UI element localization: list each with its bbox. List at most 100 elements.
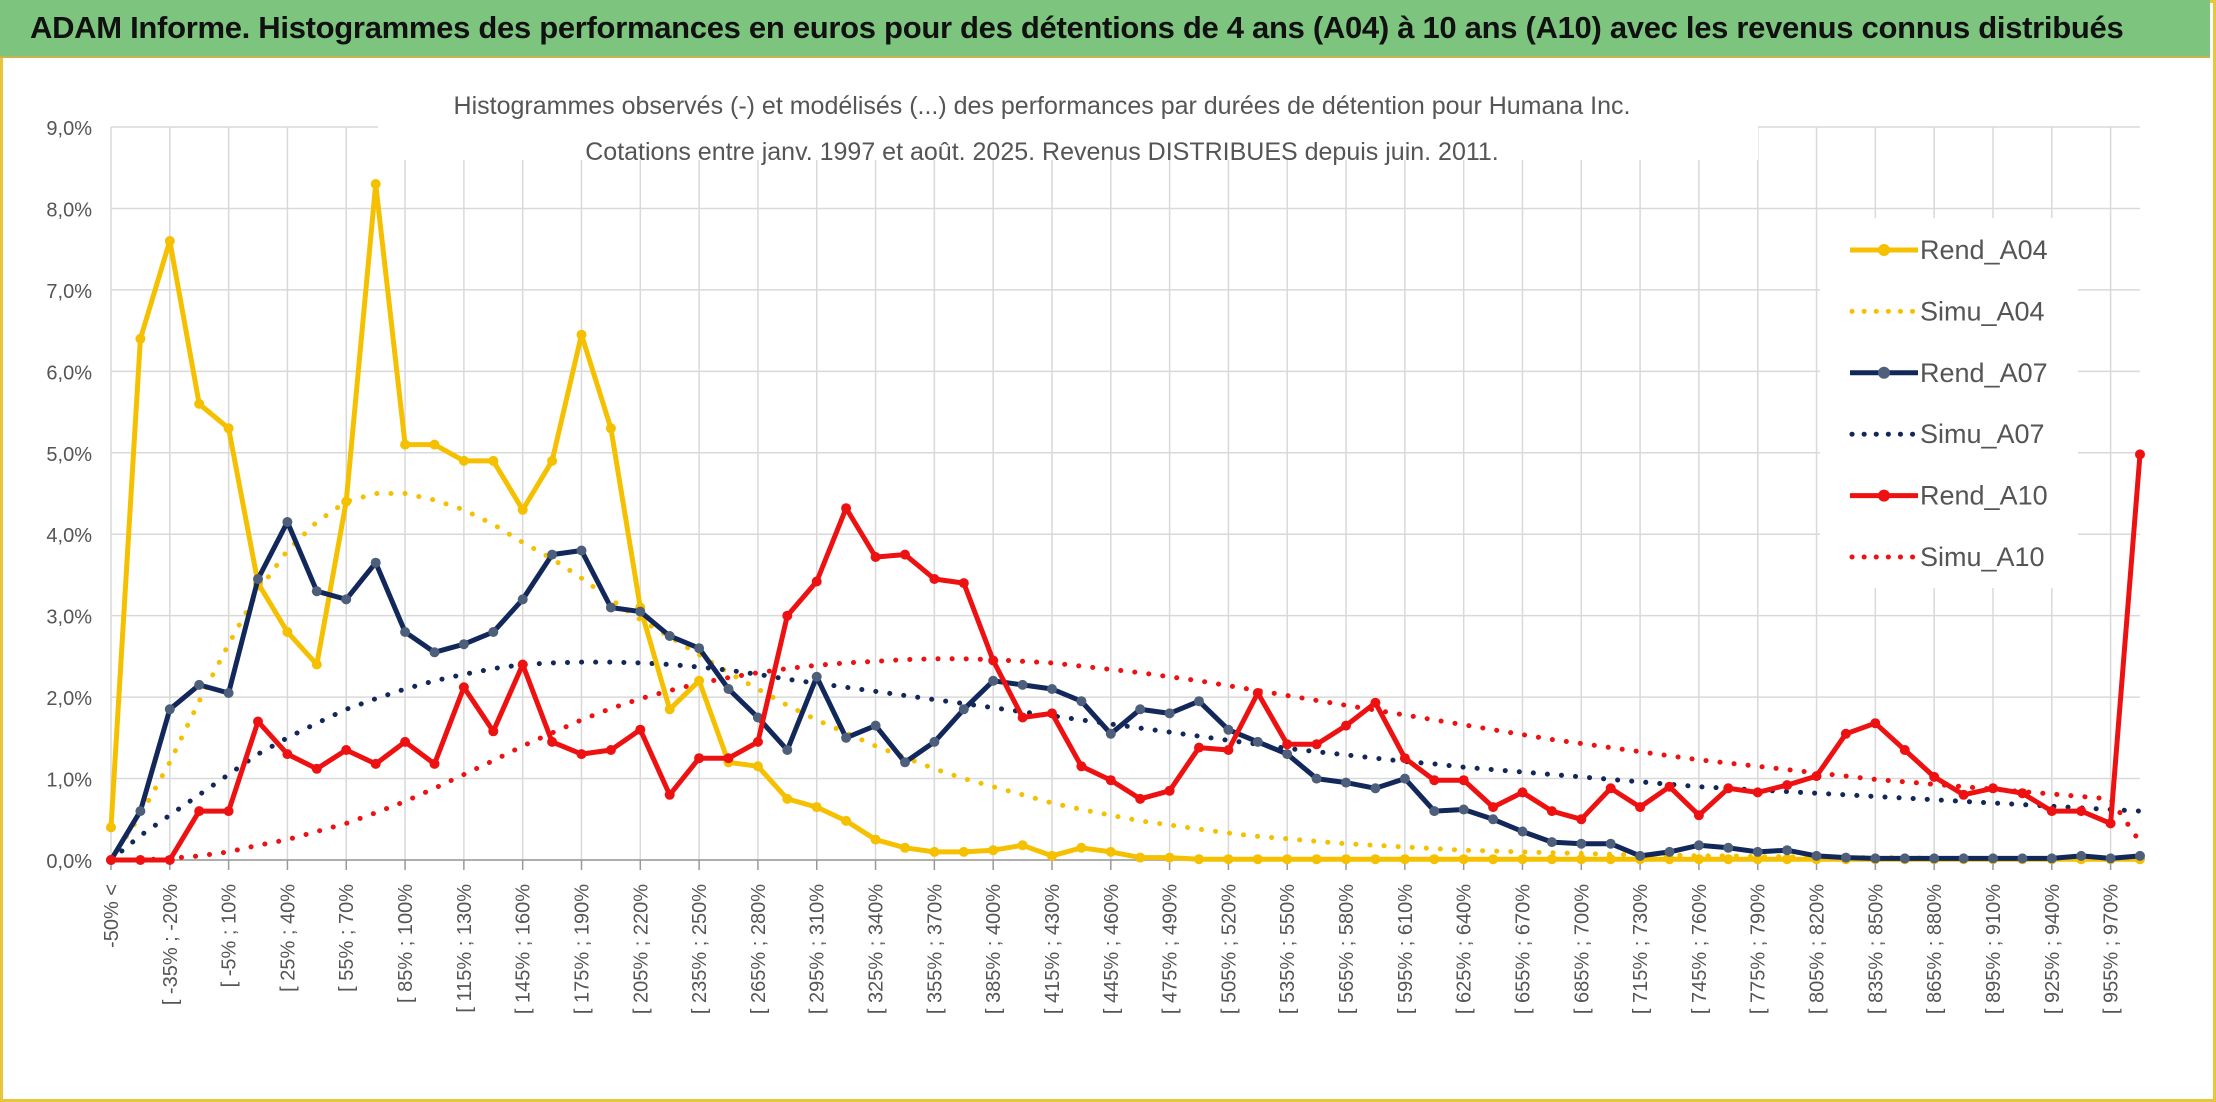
data-point: [2105, 818, 2116, 829]
data-point: [1076, 761, 1087, 772]
data-point: [1635, 850, 1646, 861]
data-point: [2046, 806, 2057, 817]
data-point: [1517, 854, 1528, 865]
legend-item-simu-a07: Simu_A07: [1849, 419, 2045, 449]
data-point: [1282, 854, 1293, 865]
legend-marker: [1878, 244, 1890, 256]
x-tick-label: [ 775% ; 790%: [1748, 884, 1770, 1014]
chart-subtitle: Cotations entre janv. 1997 et août. 2025…: [585, 138, 1499, 166]
data-point: [1135, 852, 1146, 863]
data-point: [223, 688, 234, 698]
data-point: [1458, 804, 1469, 815]
data-point: [458, 682, 469, 693]
data-point: [2076, 850, 2087, 861]
series-simu-a07: [108, 659, 2143, 863]
data-point: [341, 496, 352, 507]
data-point: [341, 594, 352, 605]
data-point: [429, 439, 440, 450]
data-point: [694, 753, 705, 764]
data-point: [1811, 771, 1822, 782]
legend-label: Simu_A04: [1920, 296, 2045, 326]
data-point: [1488, 814, 1499, 825]
series-line: [108, 181, 2140, 862]
x-tick-label: [ 415% ; 430%: [1042, 884, 1064, 1014]
data-point: [194, 679, 205, 690]
data-point: [1870, 718, 1881, 729]
data-point: [1723, 783, 1734, 794]
data-point: [1929, 853, 1940, 864]
x-tick-label: [ 895% ; 910%: [1983, 884, 2005, 1014]
legend-item-simu-a10: Simu_A10: [1849, 542, 2045, 572]
data-point: [517, 504, 528, 515]
data-point: [1929, 771, 1940, 782]
data-point: [870, 834, 881, 845]
x-tick-label: [ 445% ; 460%: [1101, 884, 1123, 1014]
data-point: [694, 675, 705, 686]
data-point: [1546, 806, 1557, 817]
data-point: [635, 724, 646, 735]
data-point: [929, 574, 940, 584]
y-tick-label: 9,0%: [46, 118, 92, 140]
data-point: [900, 842, 910, 853]
data-point: [164, 855, 175, 865]
x-tick-label: [ 235% ; 250%: [689, 884, 711, 1014]
x-tick-label: [ 625% ; 640%: [1454, 884, 1476, 1014]
data-point: [547, 455, 558, 466]
x-tick-label: [ 955% ; 970%: [2101, 884, 2123, 1014]
data-point: [1017, 840, 1028, 851]
x-tick-label: [ 655% ; 670%: [1512, 884, 1534, 1014]
chart-axes: 0,0% 1,0% 2,0% 3,0% 4,0% 5,0% 6,0% 7,0% 8,0% 9,0%…: [46, 118, 2140, 1014]
data-point: [1429, 806, 1440, 817]
data-point: [752, 736, 763, 747]
data-point: [1252, 736, 1263, 747]
y-tick-label: 0,0%: [46, 851, 92, 873]
data-point: [311, 659, 322, 670]
data-point: [106, 855, 116, 865]
data-point: [1223, 854, 1234, 865]
legend-background: [1820, 218, 2078, 588]
data-point: [1635, 802, 1646, 813]
data-point: [664, 789, 675, 800]
x-tick-label: [ 325% ; 340%: [866, 884, 888, 1014]
data-point: [988, 845, 999, 856]
y-tick-label: 6,0%: [46, 362, 92, 384]
data-point: [311, 763, 322, 774]
data-point: [1782, 854, 1793, 865]
data-point: [1311, 854, 1322, 865]
data-point: [1164, 852, 1175, 863]
data-point: [2135, 850, 2145, 861]
data-point: [929, 846, 940, 857]
data-point: [1429, 775, 1440, 786]
y-tick-label: 8,0%: [46, 199, 92, 221]
x-tick-label: [ 595% ; 610%: [1395, 884, 1417, 1014]
data-point: [1988, 853, 1998, 864]
x-tick-label: [ 355% ; 370%: [924, 884, 946, 1014]
data-point: [1488, 802, 1499, 813]
data-point: [1723, 842, 1734, 853]
data-point: [635, 606, 646, 617]
data-point: [1135, 704, 1146, 715]
x-tick-label: [ 145% ; 160%: [513, 884, 535, 1014]
data-point: [1105, 775, 1116, 786]
data-point: [1811, 850, 1822, 861]
data-point: [400, 736, 411, 747]
data-point: [488, 455, 499, 466]
x-tick-label: [ 715% ; 730%: [1630, 884, 1652, 1014]
data-point: [1517, 826, 1528, 837]
data-point: [752, 761, 763, 772]
x-tick-label: -50% <: [101, 884, 123, 948]
data-point: [164, 236, 175, 246]
data-point: [2017, 788, 2028, 799]
data-point: [782, 793, 793, 804]
data-point: [988, 675, 999, 686]
data-point: [1341, 720, 1351, 731]
y-tick-label: 4,0%: [46, 525, 92, 547]
data-point: [576, 329, 587, 340]
x-tick-label: [ 535% ; 550%: [1277, 884, 1299, 1014]
data-point: [1370, 854, 1381, 865]
data-point: [106, 822, 116, 833]
data-point: [1693, 854, 1704, 865]
report-title: ADAM Informe. Histogrammes des performan…: [30, 10, 2124, 45]
data-point: [1370, 697, 1381, 708]
